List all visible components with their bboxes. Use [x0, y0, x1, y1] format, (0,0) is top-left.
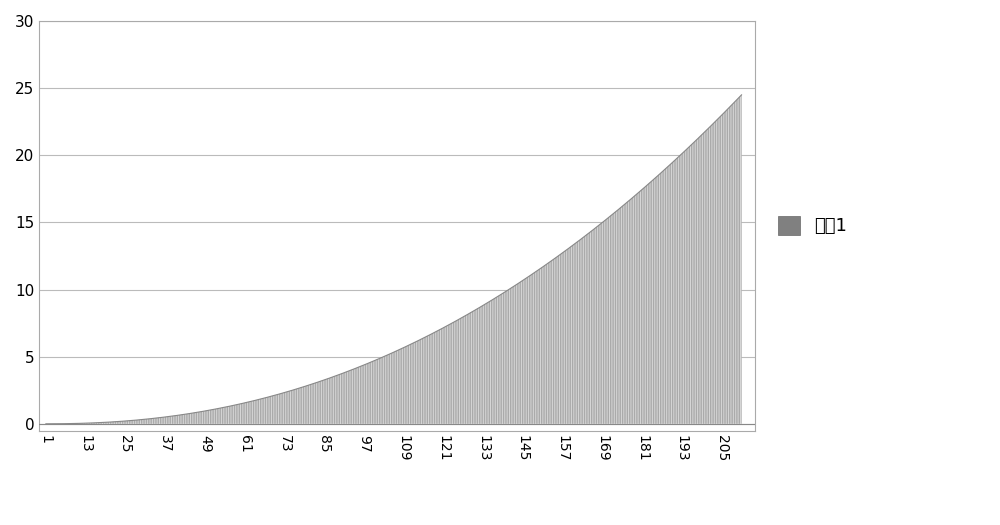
- Legend: 系列1: 系列1: [771, 209, 854, 243]
